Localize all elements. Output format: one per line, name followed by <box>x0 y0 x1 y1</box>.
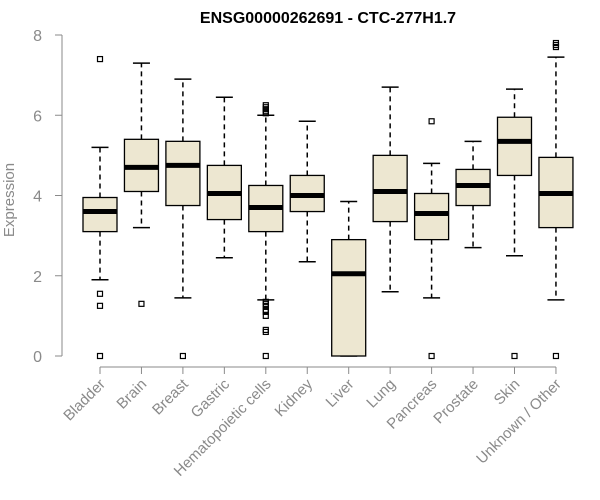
box-group <box>289 120 325 263</box>
box-iqr <box>165 140 201 207</box>
box-group <box>538 39 574 360</box>
chart-title: ENSG00000262691 - CTC-277H1.7 <box>200 10 456 27</box>
x-tick-label: Lung <box>363 376 399 412</box>
x-tick-label: Breast <box>149 375 192 418</box>
outlier-point <box>428 118 435 125</box>
box-iqr <box>82 196 118 233</box>
outlier-point <box>96 55 104 63</box>
outlier-point <box>552 39 560 47</box>
outlier-point <box>96 290 104 297</box>
y-tick-label: 4 <box>33 189 42 206</box>
outlier-point <box>428 352 435 360</box>
y-axis: 0 2 4 6 8 <box>33 28 63 366</box>
box-group <box>372 86 408 293</box>
box-iqr <box>331 238 367 357</box>
box-group <box>248 102 284 360</box>
outlier-point <box>96 352 104 360</box>
x-tick-label: Brain <box>113 376 150 413</box>
x-tick-label: Kidney <box>272 375 317 420</box>
x-tick-label: Prostate <box>430 376 482 428</box>
box-iqr <box>372 154 408 223</box>
outlier-point <box>262 298 269 305</box>
box-series <box>82 39 574 360</box>
y-tick-label: 8 <box>33 28 42 45</box>
y-axis-label: Expression <box>1 163 18 237</box>
box-group <box>206 96 243 259</box>
outlier-point <box>179 352 186 360</box>
outlier-point <box>138 300 145 307</box>
box-group <box>82 55 118 360</box>
outlier-point <box>511 352 518 360</box>
x-tick-label: Liver <box>323 376 358 411</box>
outlier-point <box>262 102 269 109</box>
outlier-point <box>262 326 269 334</box>
y-tick-label: 2 <box>33 269 42 286</box>
x-tick-label: Bladder <box>60 376 109 425</box>
box-group <box>331 200 367 357</box>
y-tick-label: 0 <box>33 349 42 366</box>
outlier-point <box>552 352 560 360</box>
box-group <box>413 118 450 360</box>
outlier-point <box>96 302 104 309</box>
y-tick-label: 6 <box>33 108 42 125</box>
outlier-point <box>262 306 269 313</box>
x-tick-label: Skin <box>491 376 524 409</box>
box-group <box>165 78 201 360</box>
box-group <box>455 140 491 249</box>
box-group <box>123 62 160 307</box>
outlier-point <box>262 352 269 360</box>
box-iqr <box>496 116 533 177</box>
box-group <box>496 88 533 360</box>
box-iqr <box>413 192 450 241</box>
outlier-point <box>262 312 269 319</box>
